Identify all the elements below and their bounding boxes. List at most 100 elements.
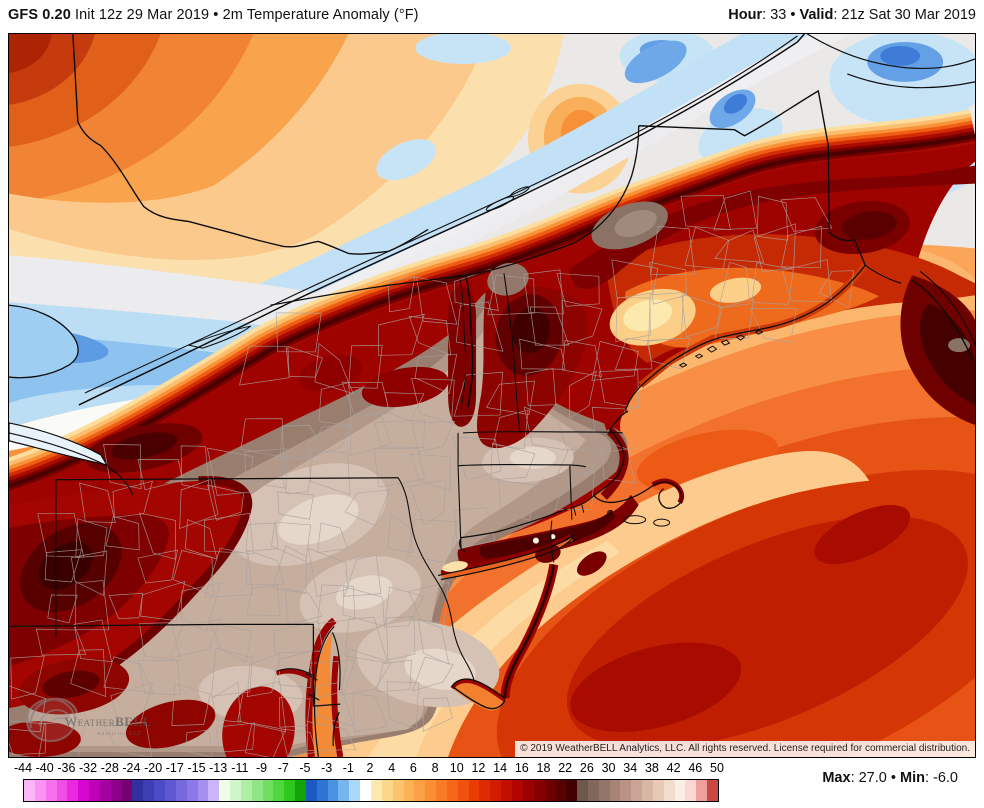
colorbar-cell [338, 780, 350, 801]
colorbar-tick-label: 38 [644, 761, 659, 775]
copyright-notice: © 2019 WeatherBELL Analytics, LLC. All r… [515, 741, 975, 757]
svg-text:WeatherBELL: WeatherBELL [65, 714, 152, 729]
colorbar-cell [414, 780, 426, 801]
colorbar-tick-label: -24 [122, 761, 141, 775]
colorbar-tick-label: 4 [388, 761, 396, 775]
colorbar-cell [511, 780, 523, 801]
colorbar-tick-label: -36 [57, 761, 76, 775]
colorbar-cell [479, 780, 491, 801]
colorbar-tick-label: -40 [35, 761, 54, 775]
colorbar-cell [403, 780, 415, 801]
colorbar-cell [67, 780, 79, 801]
colorbar-cell [89, 780, 100, 801]
colorbar-cell [533, 780, 545, 801]
colorbar-cell [544, 780, 556, 801]
svg-text:Analytics LLC: Analytics LLC [97, 731, 143, 737]
max-min-text: : -6.0 [924, 770, 958, 786]
colorbar-cell [56, 780, 68, 801]
colorbar-cell [24, 780, 35, 801]
colorbar-cell [652, 780, 664, 801]
colorbar-cell [154, 780, 165, 801]
colorbar-cell [371, 780, 382, 801]
colorbar-tick-label: 18 [536, 761, 551, 775]
colorbar-cell [295, 780, 306, 801]
colorbar-tick-label: -9 [256, 761, 268, 775]
colorbar-cell [305, 780, 317, 801]
colorbar-cell [468, 780, 480, 801]
colorbar-cell [197, 780, 209, 801]
colorbar-cell [674, 780, 686, 801]
colorbar-tick-label: 46 [688, 761, 703, 775]
colorbar-cell [457, 780, 469, 801]
max-min-label: Min [899, 770, 925, 786]
colorbar-cell [316, 780, 328, 801]
colorbar-cell [392, 780, 404, 801]
colorbar-cell [230, 780, 241, 801]
colorbar-tick-label: 22 [558, 761, 573, 775]
colorbar-cell [251, 780, 263, 801]
colorbar-cell [436, 780, 447, 801]
colorbar-tick-label: 14 [493, 761, 508, 775]
colorbar-cell [577, 780, 588, 801]
model-run-title: GFS 0.20 Init 12z 29 Mar 2019 • 2m Tempe… [8, 7, 419, 23]
colorbar-cell [175, 780, 187, 801]
colorbar-tick-label: 6 [409, 761, 417, 775]
colorbar-cell [273, 780, 285, 801]
colorbar-cell [620, 780, 632, 801]
colorbar-tick-label: 8 [431, 761, 439, 775]
colorbar-cell [642, 780, 653, 801]
colorbar-tick-label: -7 [277, 761, 289, 775]
colorbar-tick-label: -44 [13, 761, 33, 775]
colorbar-tick-label: -17 [165, 761, 184, 775]
colorbar-tick-label: -20 [144, 761, 163, 775]
colorbar-cell [598, 780, 610, 801]
colorbar-cell [360, 780, 371, 801]
colorbar-cell [99, 780, 111, 801]
colorbar-cell [121, 780, 133, 801]
colorbar-cell [566, 780, 578, 801]
colorbar-cell [349, 780, 361, 801]
colorbar-tick-label: -28 [100, 761, 119, 775]
hour-valid-text: : 21z Sat 30 Mar 2019 [833, 7, 976, 23]
colorbar-cell [696, 780, 708, 801]
colorbar-cell [663, 780, 675, 801]
colorbar-tick-label: 30 [601, 761, 616, 775]
temperature-anomaly-map-canvas: WeatherBELL Analytics LLC [9, 34, 975, 757]
hour-valid-label: Hour [728, 7, 763, 23]
hour-valid-label: Valid [799, 7, 834, 23]
colorbar-cell [132, 780, 144, 801]
colorbar-cell [78, 780, 90, 801]
colorbar-cell [327, 780, 339, 801]
weatherbell-watermark: WeatherBELL Analytics LLC [25, 697, 152, 743]
colorbar-cell [262, 780, 274, 801]
colorbar-cell [208, 780, 220, 801]
colorbar [23, 779, 719, 802]
colorbar-cell [631, 780, 643, 801]
colorbar-cell [522, 780, 534, 801]
state-borders-and-coastlines [9, 34, 975, 757]
colorbar-tick-label: 12 [471, 761, 486, 775]
colorbar-tick-label: 34 [623, 761, 638, 775]
county-borders [9, 190, 855, 757]
colorbar-tick-label: 16 [514, 761, 529, 775]
colorbar-tick-label: 26 [579, 761, 594, 775]
colorbar-tick-label: -1 [342, 761, 354, 775]
colorbar-tick-label: -15 [187, 761, 206, 775]
colorbar-cell [164, 780, 176, 801]
colorbar-tick-label: -32 [79, 761, 98, 775]
colorbar-tick-label: -13 [209, 761, 228, 775]
colorbar-cell [110, 780, 122, 801]
colorbar-cell [284, 780, 296, 801]
colorbar-tick-label: -5 [299, 761, 311, 775]
model-title-text: Init 12z 29 Mar 2019 • 2m Temperature An… [70, 7, 419, 23]
model-title-label: GFS 0.20 [8, 7, 71, 23]
colorbar-tick-label: 42 [666, 761, 681, 775]
colorbar-tick-label: -3 [321, 761, 333, 775]
forecast-hour-valid: Hour: 33 • Valid: 21z Sat 30 Mar 2019 [728, 7, 976, 23]
colorbar-cell [609, 780, 621, 801]
colorbar-tick-label: 10 [449, 761, 464, 775]
colorbar-cell [425, 780, 437, 801]
colorbar-cell [587, 780, 599, 801]
header-bar: GFS 0.20 Init 12z 29 Mar 2019 • 2m Tempe… [0, 0, 984, 33]
colorbar-tick-label: 2 [366, 761, 374, 775]
